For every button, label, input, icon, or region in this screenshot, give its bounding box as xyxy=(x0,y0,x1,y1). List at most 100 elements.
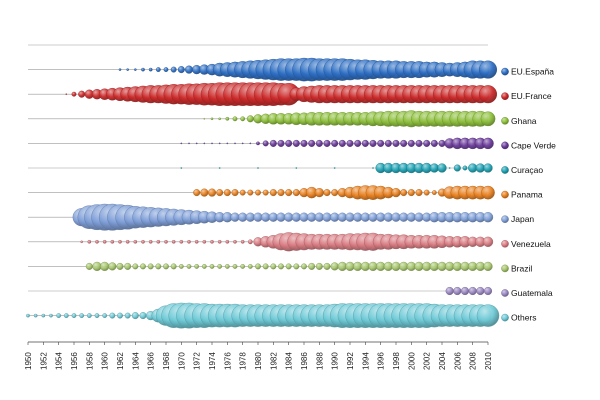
bubble-panama-1984 xyxy=(285,189,293,197)
bubble-panama-1973 xyxy=(200,188,209,197)
x-tick-1976: 1976 xyxy=(223,352,232,370)
x-tick-1988: 1988 xyxy=(315,352,324,370)
bubble-brazil-1966 xyxy=(147,263,154,270)
bubble-curacao-1980 xyxy=(257,167,259,169)
legend-label-eu-france: EU.France xyxy=(511,91,552,101)
bubble-others-1965 xyxy=(139,312,147,320)
bubble-venezuela-1961 xyxy=(110,239,115,244)
bubble-panama-1998 xyxy=(391,188,401,198)
bubble-curacao-1975 xyxy=(218,167,221,169)
bubble-cape-verde-1975 xyxy=(218,142,221,145)
bubble-curacao-2007 xyxy=(462,165,468,171)
legend-label-japan: Japan xyxy=(511,214,534,224)
bubble-brazil-1963 xyxy=(124,262,132,270)
bubble-brazil-1978 xyxy=(240,263,246,269)
legend-marker-guatemala xyxy=(501,289,509,297)
bubble-venezuela-1957 xyxy=(80,240,83,244)
x-tick-2008: 2008 xyxy=(469,352,478,370)
x-axis-ticks: 1950 1952 1954 1956 1958 1960 1962 1964 1966 1968… xyxy=(24,342,493,370)
bubble-guatemala-2005 xyxy=(445,286,454,296)
bubble-eu-espana-1967 xyxy=(155,67,161,73)
bubble-venezuela-1967 xyxy=(156,239,161,244)
bubble-brazil-1981 xyxy=(262,263,269,270)
x-tick-1964: 1964 xyxy=(131,352,140,370)
bubble-eu-espana-1964 xyxy=(134,68,137,71)
x-tick-1966: 1966 xyxy=(147,352,156,370)
bubble-panama-1977 xyxy=(231,189,239,197)
bubble-brazil-1976 xyxy=(224,263,230,269)
bubble-panama-1976 xyxy=(223,189,231,197)
bubble-brazil-1971 xyxy=(186,263,192,269)
bubble-cape-verde-1972 xyxy=(195,142,198,145)
series-cape-verde xyxy=(180,137,494,150)
bubble-eu-france-1957 xyxy=(78,90,86,98)
bubble-venezuela-1958 xyxy=(87,239,92,244)
bubble-cape-verde-1988 xyxy=(315,139,323,147)
x-tick-1954: 1954 xyxy=(55,352,64,370)
x-tick-1978: 1978 xyxy=(239,352,248,370)
bubble-cape-verde-2000 xyxy=(407,139,415,147)
x-tick-1962: 1962 xyxy=(116,352,125,370)
bubble-brazil-1967 xyxy=(155,263,162,270)
bubble-panama-2003 xyxy=(431,190,437,196)
bubble-panama-1975 xyxy=(216,189,224,197)
bubble-brazil-1968 xyxy=(163,263,169,270)
bubble-others-1957 xyxy=(79,313,85,318)
bubble-cape-verde-1983 xyxy=(277,139,285,147)
x-tick-2000: 2000 xyxy=(407,352,416,370)
bubbles xyxy=(26,57,500,329)
legend-marker-eu-espana xyxy=(501,67,509,76)
series-japan xyxy=(72,203,494,231)
x-tick-2002: 2002 xyxy=(423,352,432,370)
bubble-ghana-1973 xyxy=(203,118,206,120)
series-others xyxy=(26,302,500,329)
legend-marker-panama xyxy=(501,190,509,199)
legend-marker-venezuela xyxy=(501,239,509,248)
x-tick-1958: 1958 xyxy=(85,352,94,370)
bubble-curacao-2010 xyxy=(483,163,493,173)
series-venezuela xyxy=(80,232,494,252)
bubble-cape-verde-1987 xyxy=(308,139,316,147)
bubble-eu-espana-1968 xyxy=(163,67,169,73)
x-tick-1968: 1968 xyxy=(162,352,171,370)
bubble-cape-verde-1998 xyxy=(392,139,400,147)
bubble-venezuela-1972 xyxy=(194,239,199,244)
bubble-ghana-1975 xyxy=(218,117,221,121)
bubble-others-1953 xyxy=(49,313,53,318)
legend-marker-others xyxy=(501,313,509,322)
bubble-others-2010 xyxy=(476,304,500,327)
bubble-panama-2000 xyxy=(407,189,415,197)
bubble-brazil-1973 xyxy=(201,263,207,269)
bubble-venezuela-1977 xyxy=(233,239,237,244)
legend-item-eu-france: EU.France xyxy=(501,91,552,101)
bubble-ghana-1979 xyxy=(246,115,254,123)
bubble-others-1963 xyxy=(124,312,131,319)
bubble-curacao-1985 xyxy=(295,167,298,169)
bubble-others-1956 xyxy=(71,313,77,318)
bubble-others-1951 xyxy=(33,313,38,318)
bubble-cape-verde-1974 xyxy=(211,142,213,145)
bubble-venezuela-1979 xyxy=(247,239,253,245)
bubble-brazil-1986 xyxy=(301,263,307,270)
bubble-brazil-1972 xyxy=(194,263,200,269)
bubble-panama-2010 xyxy=(481,185,495,200)
bubble-ghana-1976 xyxy=(225,116,230,121)
bubble-curacao-2006 xyxy=(453,164,461,172)
bubble-others-1952 xyxy=(41,313,46,318)
bubble-eu-espana-1970 xyxy=(177,66,185,74)
bubble-venezuela-1975 xyxy=(217,239,222,244)
x-tick-1950: 1950 xyxy=(24,352,33,370)
bubble-panama-1985 xyxy=(292,189,300,197)
x-tick-1974: 1974 xyxy=(208,352,217,370)
bubble-cape-verde-1991 xyxy=(338,139,346,147)
bubble-brazil-1958 xyxy=(85,262,93,270)
bubble-venezuela-1973 xyxy=(202,239,207,244)
bubble-venezuela-1974 xyxy=(210,239,214,244)
x-tick-1952: 1952 xyxy=(39,352,48,370)
x-tick-1992: 1992 xyxy=(346,352,355,370)
bubble-others-1959 xyxy=(94,313,100,318)
x-tick-1994: 1994 xyxy=(361,352,370,370)
bubble-brazil-1980 xyxy=(255,263,261,270)
bubble-ghana-1977 xyxy=(232,116,238,122)
bubble-eu-espana-1963 xyxy=(126,68,129,71)
